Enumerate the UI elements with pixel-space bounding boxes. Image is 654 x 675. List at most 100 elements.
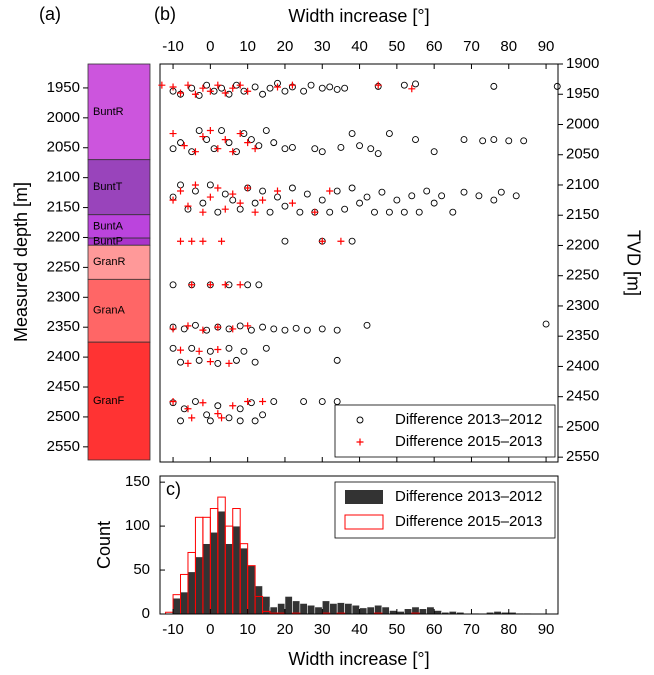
y-tick-label: 2050	[566, 146, 599, 163]
data-point	[363, 193, 371, 201]
x-tick-label: 50	[389, 621, 406, 638]
x-tick-label: 30	[314, 38, 331, 55]
legend-label: Difference 2013–2012	[395, 411, 542, 428]
data-point	[218, 84, 225, 92]
data-point	[199, 237, 207, 245]
histogram-bar	[314, 606, 323, 615]
data-point	[318, 237, 326, 245]
data-point	[195, 347, 203, 355]
data-point	[553, 82, 561, 90]
data-point	[385, 130, 393, 138]
data-point	[251, 358, 259, 366]
data-point	[356, 142, 364, 150]
data-point	[199, 208, 207, 216]
y-axis-title: Count	[94, 521, 114, 569]
data-point	[225, 139, 233, 147]
data-point	[236, 130, 244, 138]
data-point	[251, 208, 259, 216]
data-point	[221, 89, 229, 97]
unit-block	[87, 341, 151, 461]
histogram-bar	[232, 525, 241, 615]
data-point	[262, 344, 270, 352]
data-point	[438, 192, 446, 200]
data-point	[206, 127, 214, 135]
panel-label: c)	[166, 479, 181, 499]
histogram-bar	[336, 602, 345, 615]
data-point	[244, 87, 252, 95]
plot-frame	[159, 475, 559, 615]
data-point	[273, 187, 281, 195]
data-point	[460, 136, 468, 144]
data-point	[229, 84, 237, 92]
data-point	[199, 84, 207, 92]
data-point	[195, 127, 203, 134]
data-point	[158, 81, 166, 89]
unit-label: GranR	[93, 256, 125, 268]
y-tick-label: 2550	[47, 438, 80, 455]
data-point	[169, 325, 177, 333]
data-point	[348, 184, 356, 192]
legend-box	[334, 404, 556, 458]
data-point	[430, 199, 438, 207]
data-point	[225, 414, 233, 422]
x-tick-label: 90	[538, 621, 555, 638]
unit-label: BuntT	[93, 181, 123, 193]
data-point	[188, 344, 196, 352]
data-point	[326, 83, 334, 91]
data-point	[184, 405, 192, 413]
data-point	[244, 398, 252, 406]
data-point	[247, 326, 255, 334]
data-point	[337, 144, 345, 151]
y-tick-label: 2050	[47, 139, 80, 156]
data-point	[326, 208, 334, 216]
data-point	[281, 87, 289, 95]
data-point	[188, 414, 196, 422]
data-point	[191, 90, 199, 98]
data-point	[281, 237, 289, 245]
data-point	[203, 81, 211, 89]
data-point	[169, 281, 177, 289]
data-point	[423, 187, 431, 195]
data-point	[203, 136, 211, 144]
data-point	[177, 237, 185, 245]
x-tick-label: 80	[500, 38, 517, 55]
data-point	[214, 359, 222, 367]
data-point	[259, 398, 267, 406]
x-tick-label: 0	[206, 621, 214, 638]
data-point	[259, 196, 267, 204]
data-point	[255, 281, 263, 289]
unit-block	[87, 278, 151, 343]
data-point	[281, 145, 289, 153]
data-point	[490, 136, 498, 144]
data-point	[214, 208, 222, 216]
data-point	[169, 196, 177, 204]
plot-frame	[159, 63, 559, 463]
data-point	[188, 281, 196, 289]
x-tick-label: 0	[206, 38, 214, 55]
histogram-bar	[239, 547, 248, 615]
y-tick-label: 1950	[566, 85, 599, 102]
histogram-bar	[210, 531, 219, 615]
unit-label: BuntP	[93, 236, 123, 248]
data-point	[348, 237, 356, 245]
y-tick-label: 2000	[566, 115, 599, 132]
x-tick-label: 70	[463, 38, 480, 55]
x-tick-label: 60	[426, 621, 443, 638]
data-point	[244, 139, 252, 147]
data-point	[206, 193, 214, 201]
histogram-bar	[366, 606, 375, 615]
histogram-bar	[329, 603, 338, 615]
histogram-bar	[202, 543, 211, 615]
histogram-bar	[351, 604, 360, 615]
data-point	[169, 130, 177, 138]
data-point	[214, 184, 222, 192]
histogram-bar	[247, 565, 256, 615]
histogram-bar	[224, 543, 234, 615]
data-point	[199, 133, 207, 141]
data-point	[225, 90, 233, 98]
data-point	[374, 150, 382, 157]
unit-label: BuntA	[93, 220, 124, 232]
data-point	[206, 347, 214, 355]
data-point	[412, 80, 419, 88]
